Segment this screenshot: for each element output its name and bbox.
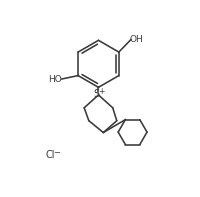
Text: +: + — [98, 87, 104, 96]
Text: Cl: Cl — [46, 150, 55, 160]
Text: OH: OH — [129, 35, 143, 44]
Text: S: S — [93, 89, 99, 98]
Text: −: − — [53, 149, 60, 158]
Text: HO: HO — [48, 74, 62, 84]
